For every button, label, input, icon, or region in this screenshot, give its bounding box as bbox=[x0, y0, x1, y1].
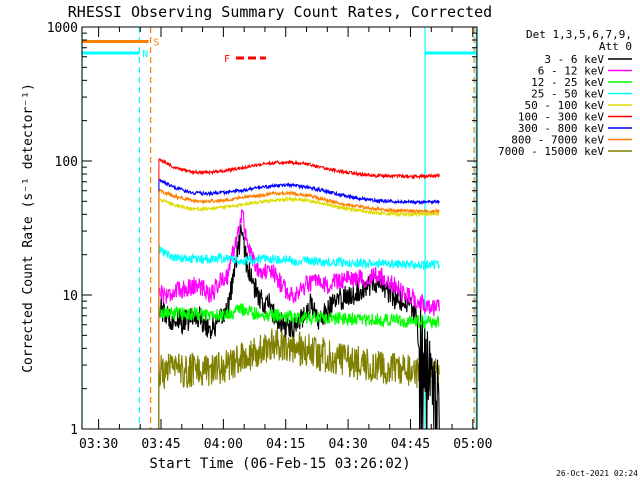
x-tick-label: 04:00 bbox=[204, 437, 243, 452]
x-tick-label: 04:45 bbox=[391, 437, 430, 452]
x-axis: 03:30 03:45 04:00 04:15 04:30 04:45 05:00 bbox=[79, 27, 492, 452]
series-line bbox=[158, 303, 440, 329]
legend-label: 800 - 7000 keV bbox=[511, 134, 604, 147]
legend-label: 50 - 100 keV bbox=[525, 99, 605, 112]
y-tick-label: 10 bbox=[62, 289, 78, 304]
legend-label: 3 - 6 keV bbox=[544, 53, 604, 66]
x-tick-label: 03:30 bbox=[79, 437, 118, 452]
series-line bbox=[158, 327, 440, 394]
x-tick-label: 04:15 bbox=[266, 437, 305, 452]
y-tick-label: 1000 bbox=[47, 21, 78, 36]
legend-label: 300 - 800 keV bbox=[518, 122, 604, 135]
x-tick-label: 05:00 bbox=[453, 437, 492, 452]
plot-area bbox=[81, 27, 477, 430]
x-axis-label: Start Time (06-Feb-15 03:26:02) bbox=[149, 456, 410, 472]
series-line bbox=[158, 158, 440, 180]
legend-header: Det 1,3,5,6,7,9, bbox=[526, 28, 632, 41]
x-tick-label: 04:30 bbox=[329, 437, 368, 452]
legend-label: 7000 - 15000 keV bbox=[498, 145, 604, 158]
series-line bbox=[158, 244, 440, 271]
plot-frame bbox=[81, 26, 478, 430]
state-markers: SN F bbox=[142, 37, 266, 65]
timestamp-label: 26-Oct-2021 02:24 bbox=[556, 469, 638, 478]
legend-label: 100 - 300 keV bbox=[518, 111, 604, 124]
legend-label: 25 - 50 keV bbox=[531, 88, 604, 101]
marker-label-s: S bbox=[153, 37, 159, 48]
legend-label: 12 - 25 keV bbox=[531, 76, 604, 89]
y-tick-label: 1 bbox=[70, 423, 78, 438]
x-tick-label: 03:45 bbox=[141, 437, 180, 452]
series-line bbox=[158, 188, 440, 215]
marker-label-f: F bbox=[224, 54, 230, 65]
y-axis: 1 10 100 1000 bbox=[47, 21, 477, 438]
series-line bbox=[158, 195, 440, 218]
series-line bbox=[158, 178, 440, 205]
marker-label-n: N bbox=[142, 49, 148, 60]
y-tick-label: 100 bbox=[55, 155, 78, 170]
y-axis-label: Corrected Count Rate (s⁻¹ detector⁻¹) bbox=[21, 83, 36, 373]
legend-label: 6 - 12 keV bbox=[538, 65, 605, 78]
legend-header: Att 0 bbox=[599, 40, 632, 53]
chart-title: RHESSI Observing Summary Count Rates, Co… bbox=[68, 3, 492, 21]
series-line bbox=[158, 209, 440, 317]
